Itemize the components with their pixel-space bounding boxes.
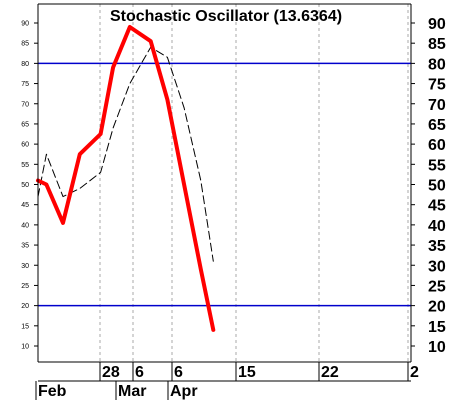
y-tick-label-right: 20 [428, 299, 446, 316]
y-tick-label-right: 90 [428, 16, 446, 33]
x-tick-label: 2 [410, 364, 419, 381]
y-tick-label-right: 75 [428, 77, 446, 94]
y-tick-label-left: 35 [21, 243, 29, 250]
x-tick-label: 6 [135, 364, 144, 381]
y-tick-label-left: 65 [21, 121, 29, 128]
y-tick-label-left: 75 [21, 81, 29, 88]
y-tick-label-right: 85 [428, 36, 446, 53]
series-line-k [36, 25, 216, 332]
y-tick-label-right: 25 [428, 278, 446, 295]
series-layer [36, 25, 216, 332]
y-tick-label-left: 80 [21, 61, 29, 68]
y-tick-label-right: 45 [428, 198, 446, 215]
x-tick-label: 22 [321, 364, 339, 381]
y-tick-label-right: 40 [428, 218, 446, 235]
month-label: Apr [170, 383, 198, 400]
y-tick-label-left: 60 [21, 142, 29, 149]
y-tick-label-right: 10 [428, 339, 446, 356]
reference-lines [38, 62, 411, 307]
grid-layer [99, 4, 409, 381]
y-tick-label-left: 85 [21, 41, 29, 48]
y-tick-label-right: 55 [428, 157, 446, 174]
y-tick-label-left: 10 [21, 344, 29, 351]
month-label: Feb [38, 383, 67, 400]
y-tick-label-left: 50 [21, 182, 29, 189]
y-tick-label-left: 20 [21, 303, 29, 310]
y-tick-labels: 10 10 15 15 20 20 25 25 30 30 35 35 40 40 45 45 50 50 55 55… [21, 16, 446, 356]
y-tick-label-right: 65 [428, 117, 446, 134]
series-line-d [37, 46, 214, 262]
x-tick-label: 28 [102, 364, 120, 381]
month-label: Mar [118, 383, 146, 400]
y-tick-label-left: 25 [21, 283, 29, 290]
y-tick-label-right: 80 [428, 56, 446, 73]
y-tick-label-right: 35 [428, 238, 446, 255]
y-tick-label-left: 30 [21, 263, 29, 270]
chart-title: Stochastic Oscillator (13.6364) [110, 8, 342, 25]
y-tick-label-right: 50 [428, 178, 446, 195]
x-tick-label: 15 [238, 364, 256, 381]
x-tick-label: 6 [174, 364, 183, 381]
y-tick-label-left: 90 [21, 21, 29, 28]
y-tick-label-left: 40 [21, 222, 29, 229]
y-tick-label-left: 15 [21, 323, 29, 330]
y-tick-label-left: 70 [21, 101, 29, 108]
y-tick-label-right: 15 [428, 319, 446, 336]
y-tick-label-right: 70 [428, 97, 446, 114]
y-tick-label-right: 60 [428, 137, 446, 154]
y-tick-label-left: 45 [21, 202, 29, 209]
y-tick-label-right: 30 [428, 258, 446, 275]
y-tick-label-left: 55 [21, 162, 29, 169]
